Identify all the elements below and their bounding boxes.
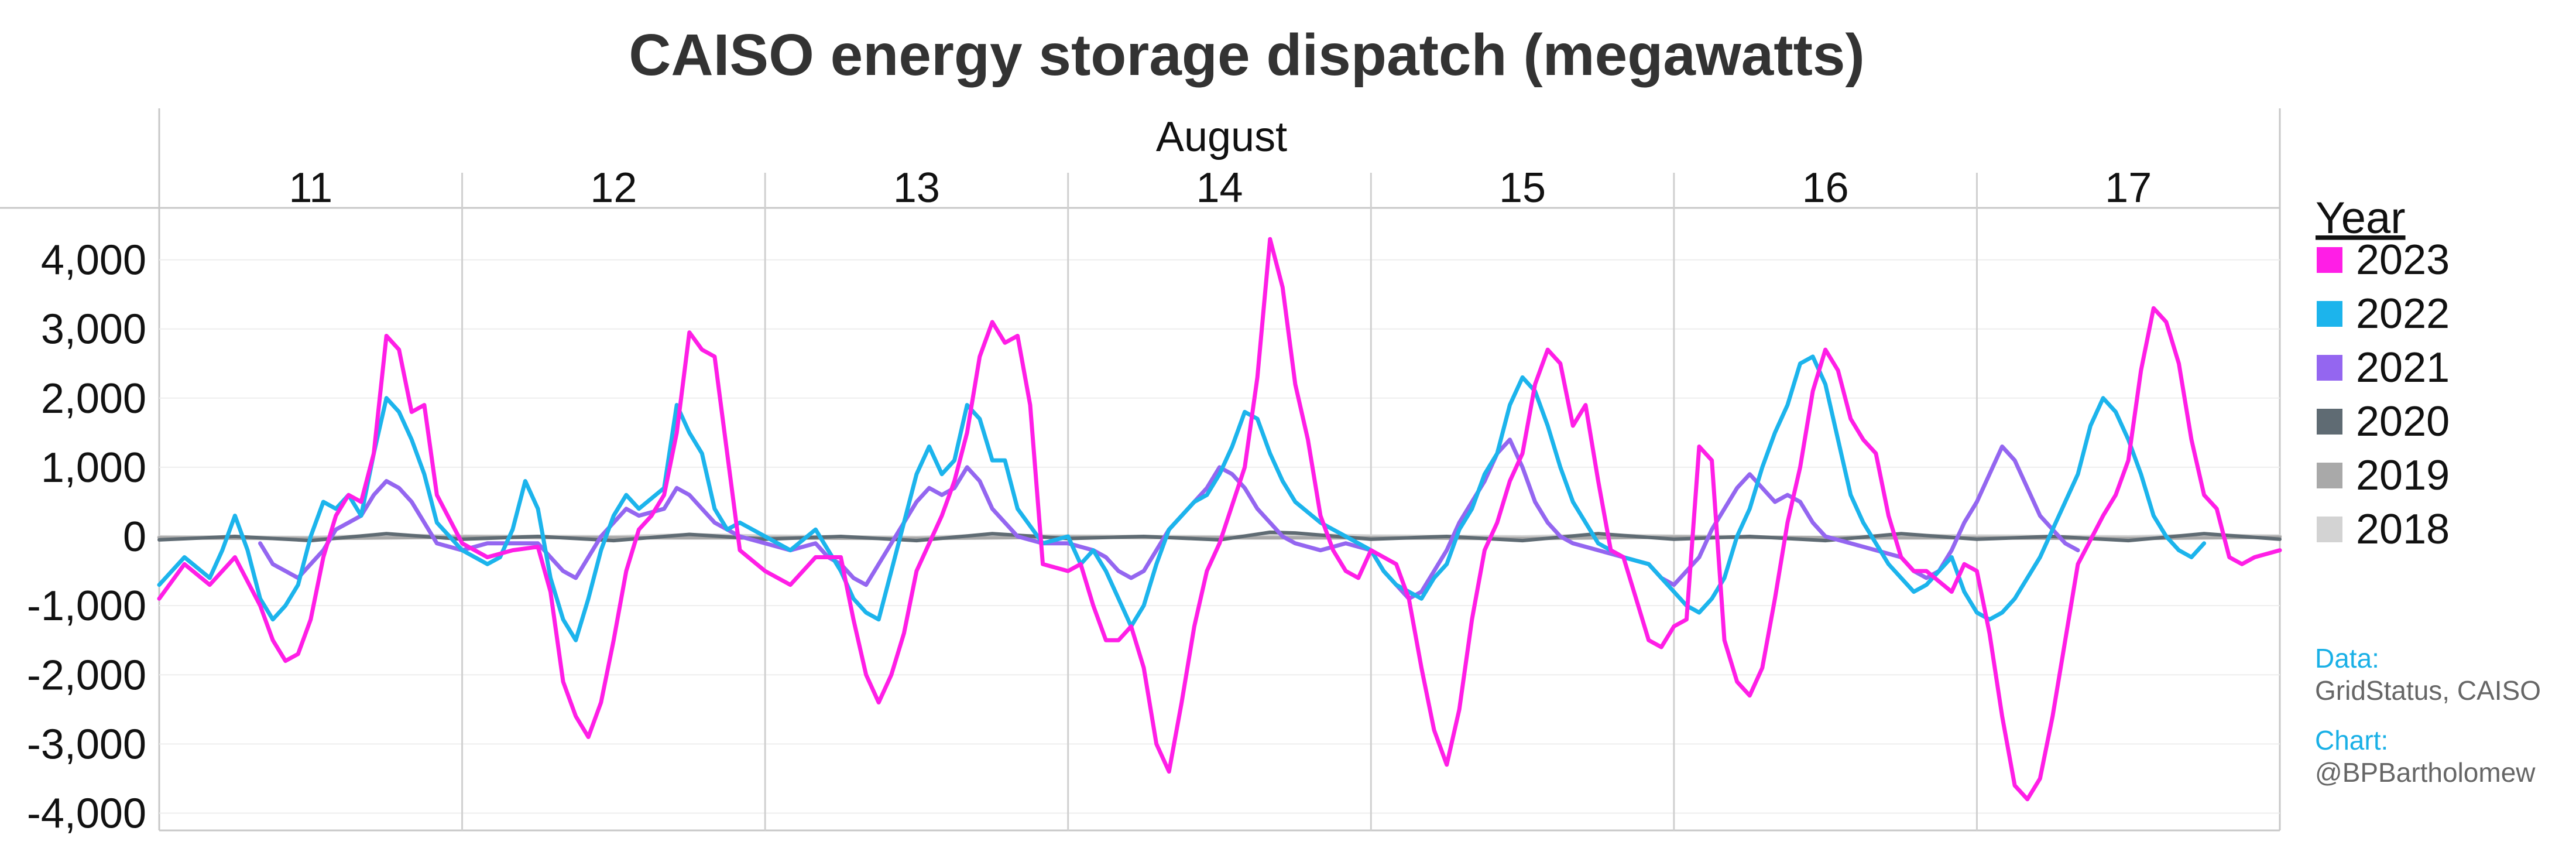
day-label-11: 11 — [289, 165, 332, 211]
y-tick-label: -3,000 — [27, 721, 146, 768]
series-line-2021 — [258, 437, 2080, 601]
credit-data-source: GridStatus, CAISO — [2315, 675, 2541, 706]
legend-label-2020: 2020 — [2356, 398, 2450, 445]
credit-chart-label: Chart: — [2315, 725, 2388, 755]
day-label-13: 13 — [893, 165, 940, 211]
legend-label-2018: 2018 — [2356, 506, 2450, 553]
legend-swatch-2018 — [2317, 517, 2342, 542]
credit-chart-author: @BPBartholomew — [2315, 757, 2536, 788]
y-tick-label: 3,000 — [41, 306, 146, 353]
legend-label-2021: 2021 — [2356, 344, 2450, 391]
series-line-2022 — [157, 354, 2207, 642]
y-tick-label: -1,000 — [27, 583, 146, 630]
y-axis-tick-labels: 4,000 3,000 2,000 1,000 0 -1,000 -2,000 -3,000 -… — [27, 237, 146, 837]
y-tick-label: -2,000 — [27, 652, 146, 699]
month-header: August — [1156, 114, 1287, 160]
y-tick-label: -4,000 — [27, 790, 146, 837]
y-tick-label: 4,000 — [41, 237, 146, 284]
day-labels: 11 12 13 14 15 16 17 — [289, 165, 2152, 211]
legend-swatch-2021 — [2317, 355, 2342, 381]
day-label-12: 12 — [590, 165, 637, 211]
legend-swatch-2019 — [2317, 463, 2342, 488]
day-label-14: 14 — [1196, 165, 1243, 211]
legend-title: Year — [2316, 193, 2406, 243]
series-lines — [157, 237, 2282, 802]
series-line-2020 — [157, 530, 2282, 543]
legend-label-2023: 2023 — [2356, 237, 2450, 283]
legend-label-2019: 2019 — [2356, 452, 2450, 499]
chart-title: CAISO energy storage dispatch (megawatts… — [629, 22, 1865, 88]
day-label-15: 15 — [1499, 165, 1546, 211]
day-label-17: 17 — [2105, 165, 2152, 211]
day-label-16: 16 — [1802, 165, 1849, 211]
legend-label-2022: 2022 — [2356, 290, 2450, 337]
credits: Data: GridStatus, CAISO Chart: @BPBartho… — [2315, 643, 2541, 788]
y-tick-label: 1,000 — [41, 444, 146, 491]
y-tick-label: 2,000 — [41, 375, 146, 422]
plot-frame — [0, 108, 2281, 832]
legend-swatch-2020 — [2317, 409, 2342, 435]
credit-data-label: Data: — [2315, 643, 2379, 673]
series-line-2023 — [157, 237, 2282, 802]
legend-swatch-2022 — [2317, 301, 2342, 327]
legend: Year 2023 2022 2021 2020 2019 2018 — [2316, 193, 2450, 553]
y-tick-label: 0 — [123, 514, 146, 560]
gridlines — [159, 173, 2280, 830]
legend-swatch-2023 — [2317, 247, 2342, 273]
